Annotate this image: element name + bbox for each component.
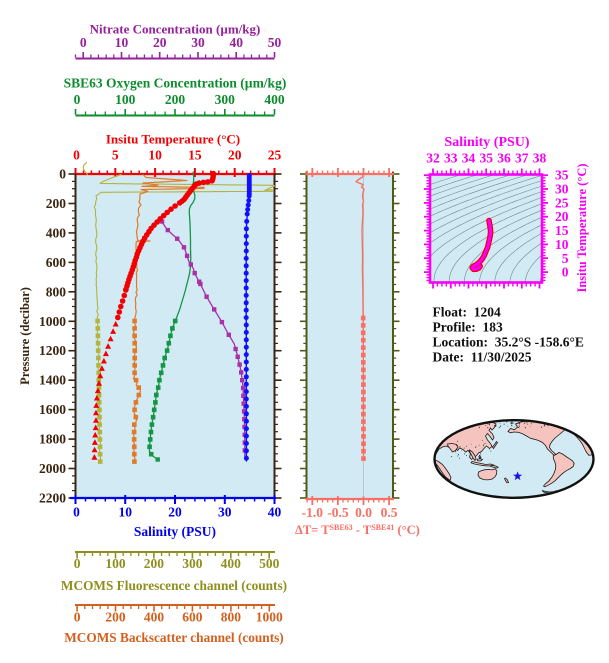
svg-text:1000: 1000: [256, 610, 283, 625]
svg-text:40: 40: [229, 35, 243, 50]
svg-text:SBE63 Oxygen Concentration (µm: SBE63 Oxygen Concentration (µm/kg): [64, 76, 287, 91]
svg-text:800: 800: [46, 284, 67, 299]
svg-text:Salinity (PSU): Salinity (PSU): [134, 524, 216, 539]
svg-text:15: 15: [188, 148, 202, 163]
svg-text:15: 15: [555, 223, 569, 238]
svg-text:Date: 11/30/2025: Date: 11/30/2025: [433, 350, 532, 365]
svg-text:10: 10: [555, 237, 569, 252]
svg-text:800: 800: [221, 610, 242, 625]
svg-text:38: 38: [533, 151, 547, 166]
svg-text:MCOMS Fluorescence channel (co: MCOMS Fluorescence channel (counts): [61, 578, 287, 593]
svg-text:5: 5: [112, 148, 119, 163]
svg-text:5: 5: [562, 251, 569, 266]
svg-text:37: 37: [515, 151, 529, 166]
svg-text:0.5: 0.5: [381, 505, 398, 520]
svg-text:200: 200: [105, 610, 126, 625]
svg-text:0: 0: [562, 265, 569, 280]
svg-text:300: 300: [182, 556, 203, 571]
svg-text:1600: 1600: [39, 402, 66, 417]
svg-text:1000: 1000: [39, 314, 66, 329]
svg-text:25: 25: [555, 195, 569, 210]
svg-text:2000: 2000: [39, 461, 66, 476]
svg-text:Profile: 183: Profile: 183: [433, 320, 503, 335]
svg-text:Float: 1204: Float: 1204: [433, 305, 501, 320]
svg-text:20: 20: [555, 209, 569, 224]
svg-text:Nitrate Concentration (µm/kg): Nitrate Concentration (µm/kg): [90, 22, 261, 37]
svg-text:10: 10: [115, 35, 129, 50]
svg-text:1400: 1400: [39, 373, 66, 388]
svg-text:200: 200: [165, 92, 186, 107]
svg-text:20: 20: [153, 35, 167, 50]
svg-text:20: 20: [228, 148, 242, 163]
svg-text:400: 400: [46, 225, 67, 240]
svg-text:-0.5: -0.5: [327, 505, 349, 520]
svg-text:1200: 1200: [39, 343, 66, 358]
svg-text:0: 0: [59, 167, 66, 182]
svg-text:600: 600: [46, 255, 67, 270]
svg-text:36: 36: [497, 151, 511, 166]
svg-text:0.0: 0.0: [355, 505, 372, 520]
svg-text:30: 30: [555, 182, 569, 197]
svg-text:ΔT= TSBE63 - TSBE41 (°C): ΔT= TSBE63 - TSBE41 (°C): [295, 523, 420, 537]
svg-text:0: 0: [74, 92, 81, 107]
svg-text:10: 10: [118, 505, 132, 520]
svg-text:MCOMS Backscatter channel (cou: MCOMS Backscatter channel (counts): [64, 630, 284, 645]
svg-text:Salinity (PSU): Salinity (PSU): [444, 135, 530, 150]
svg-text:20: 20: [168, 505, 182, 520]
svg-text:1800: 1800: [39, 432, 66, 447]
svg-text:0: 0: [74, 556, 81, 571]
svg-text:35: 35: [555, 168, 569, 183]
svg-text:30: 30: [191, 35, 205, 50]
svg-text:50: 50: [268, 35, 282, 50]
svg-text:200: 200: [46, 196, 67, 211]
svg-text:10: 10: [148, 148, 162, 163]
svg-text:0: 0: [80, 35, 87, 50]
svg-text:30: 30: [218, 505, 232, 520]
svg-text:400: 400: [144, 610, 165, 625]
svg-text:300: 300: [215, 92, 236, 107]
svg-text:0: 0: [73, 148, 80, 163]
svg-text:100: 100: [105, 556, 126, 571]
svg-text:Insitu Temperature (°C): Insitu Temperature (°C): [575, 163, 589, 292]
svg-text:Location: 35.2°S -158.6°E: Location: 35.2°S -158.6°E: [433, 335, 584, 350]
svg-text:0: 0: [74, 610, 81, 625]
svg-text:Pressure (decibar): Pressure (decibar): [18, 287, 32, 385]
svg-text:-1.0: -1.0: [302, 505, 324, 520]
svg-text:2200: 2200: [39, 491, 66, 506]
svg-text:33: 33: [444, 151, 458, 166]
svg-text:Insitu Temperature (°C): Insitu Temperature (°C): [106, 132, 240, 147]
svg-text:0: 0: [73, 505, 80, 520]
svg-text:400: 400: [221, 556, 242, 571]
svg-text:25: 25: [268, 148, 282, 163]
svg-text:400: 400: [264, 92, 285, 107]
svg-text:32: 32: [426, 151, 440, 166]
svg-text:40: 40: [268, 505, 282, 520]
svg-text:500: 500: [259, 556, 280, 571]
svg-text:100: 100: [115, 92, 136, 107]
svg-text:600: 600: [182, 610, 203, 625]
svg-text:200: 200: [144, 556, 165, 571]
svg-text:35: 35: [479, 151, 493, 166]
svg-text:34: 34: [462, 151, 476, 166]
